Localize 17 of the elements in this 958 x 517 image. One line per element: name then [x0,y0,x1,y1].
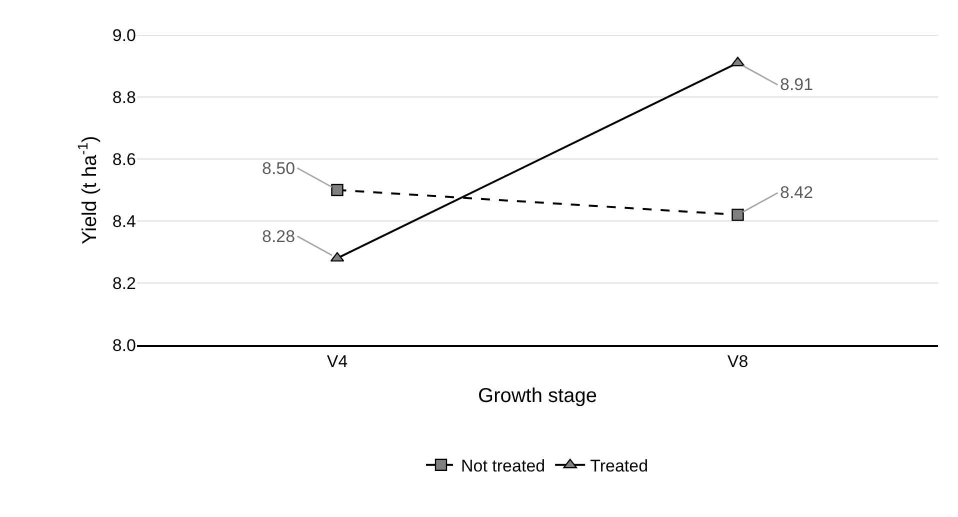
data-label: 8.42 [780,183,814,202]
text: 8.4 [112,212,136,231]
text: 8.8 [112,88,136,107]
x-tick-label: V4 [326,352,348,372]
point [331,184,344,196]
data-label: 8.91 [780,75,814,94]
x-tick-label: V8 [727,352,748,372]
data-label: 8.28 [262,227,296,246]
data-label: 8.50 [262,159,296,178]
text: 8.6 [112,150,136,169]
x-axis-title: Growth stage [478,385,597,408]
text: 9.0 [112,26,136,45]
legend-label: Treated [590,456,648,476]
point [732,208,744,221]
text: 8.2 [112,274,136,293]
legend-label: Not treated [461,456,546,476]
text: 8.0 [112,336,136,355]
